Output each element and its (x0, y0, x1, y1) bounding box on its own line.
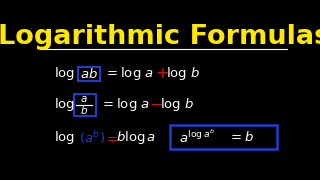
Text: $\log$: $\log$ (54, 96, 75, 113)
Text: $ab$: $ab$ (80, 67, 98, 81)
Text: $(a^b)$: $(a^b)$ (79, 129, 105, 146)
Text: $+$: $+$ (155, 66, 168, 82)
Text: $b$: $b$ (80, 104, 88, 116)
Text: $=$: $=$ (104, 131, 118, 144)
Text: $\log$: $\log$ (54, 66, 75, 82)
Text: $a^{\log a^b}$: $a^{\log a^b}$ (179, 129, 215, 146)
Text: $-$: $-$ (149, 96, 163, 113)
Text: Logarithmic Formulas: Logarithmic Formulas (0, 24, 320, 50)
Text: $\log\,b$: $\log\,b$ (160, 96, 195, 113)
Text: $= \log\,a$: $= \log\,a$ (100, 96, 150, 113)
Text: $b\log a$: $b\log a$ (116, 129, 156, 146)
Text: $= \log\,a$: $= \log\,a$ (104, 66, 154, 82)
Text: $a$: $a$ (80, 94, 88, 104)
Text: $\log$: $\log$ (54, 129, 75, 146)
Text: $= b$: $= b$ (228, 130, 254, 144)
Text: $\log\,b$: $\log\,b$ (166, 66, 201, 82)
